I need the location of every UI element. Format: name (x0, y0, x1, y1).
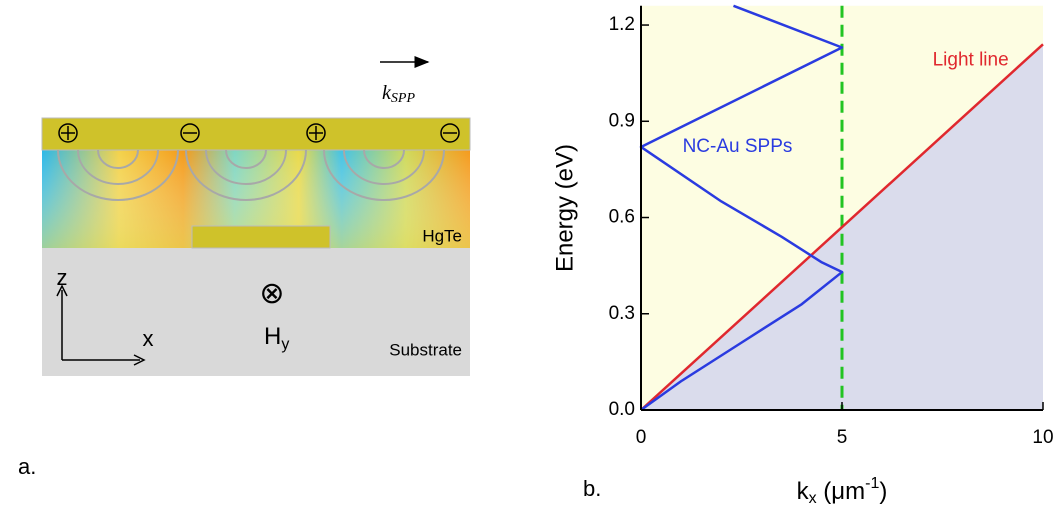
y-tick-label: 0.0 (609, 399, 635, 420)
y-tick-label: 0.6 (609, 207, 635, 228)
gold-grating (191, 225, 331, 249)
panel-label: b. (583, 476, 601, 501)
panel-label: a. (18, 454, 36, 479)
x-tick-label: 0 (636, 427, 647, 448)
series-label: Light line (933, 49, 1009, 70)
series-line (639, 4, 844, 412)
field-symbol: ⊗ (259, 277, 284, 310)
x-label: x (143, 326, 154, 351)
z-label: z (57, 265, 68, 290)
arrow-heads (56, 284, 146, 366)
k-label: kSPP (382, 82, 415, 107)
field-label: Hy (264, 323, 289, 353)
h-sub: y (281, 336, 289, 353)
panel-b: b. Energy (eV) kx (μm-1) Light line NC-Au… (551, 4, 1054, 507)
k-text: k (382, 82, 392, 104)
x-tick-label: 5 (837, 427, 848, 448)
panel-a: kSPP HgTe Substrate z x ⊗ Hy a. (18, 56, 471, 479)
x-tick-label: 10 (1032, 427, 1053, 448)
x-title-mid: (μm (817, 478, 865, 505)
substrate-label: Substrate (389, 340, 462, 359)
h-text: H (264, 323, 281, 350)
series-label: NC-Au SPPs (683, 136, 793, 157)
field-lines (57, 149, 445, 201)
y-tick-label: 0.3 (609, 303, 635, 324)
x-axis-title: kx (μm-1) (797, 475, 888, 507)
gold-film (41, 117, 471, 151)
y-tick-label: 0.9 (609, 110, 635, 131)
x-title-base: k (797, 478, 810, 505)
k-sub: SPP (391, 91, 416, 106)
substrate (42, 248, 470, 376)
charge-symbols (58, 123, 460, 143)
axes-arrows (61, 290, 140, 361)
x-title-sub: x (809, 490, 817, 507)
y-tick-label: 1.2 (609, 14, 635, 35)
y-axis-title: Energy (eV) (551, 144, 578, 272)
x-title-end: ) (879, 478, 887, 505)
series-line (640, 43, 1044, 411)
x-title-sup: -1 (865, 475, 879, 492)
hgte-label: HgTe (422, 226, 462, 245)
